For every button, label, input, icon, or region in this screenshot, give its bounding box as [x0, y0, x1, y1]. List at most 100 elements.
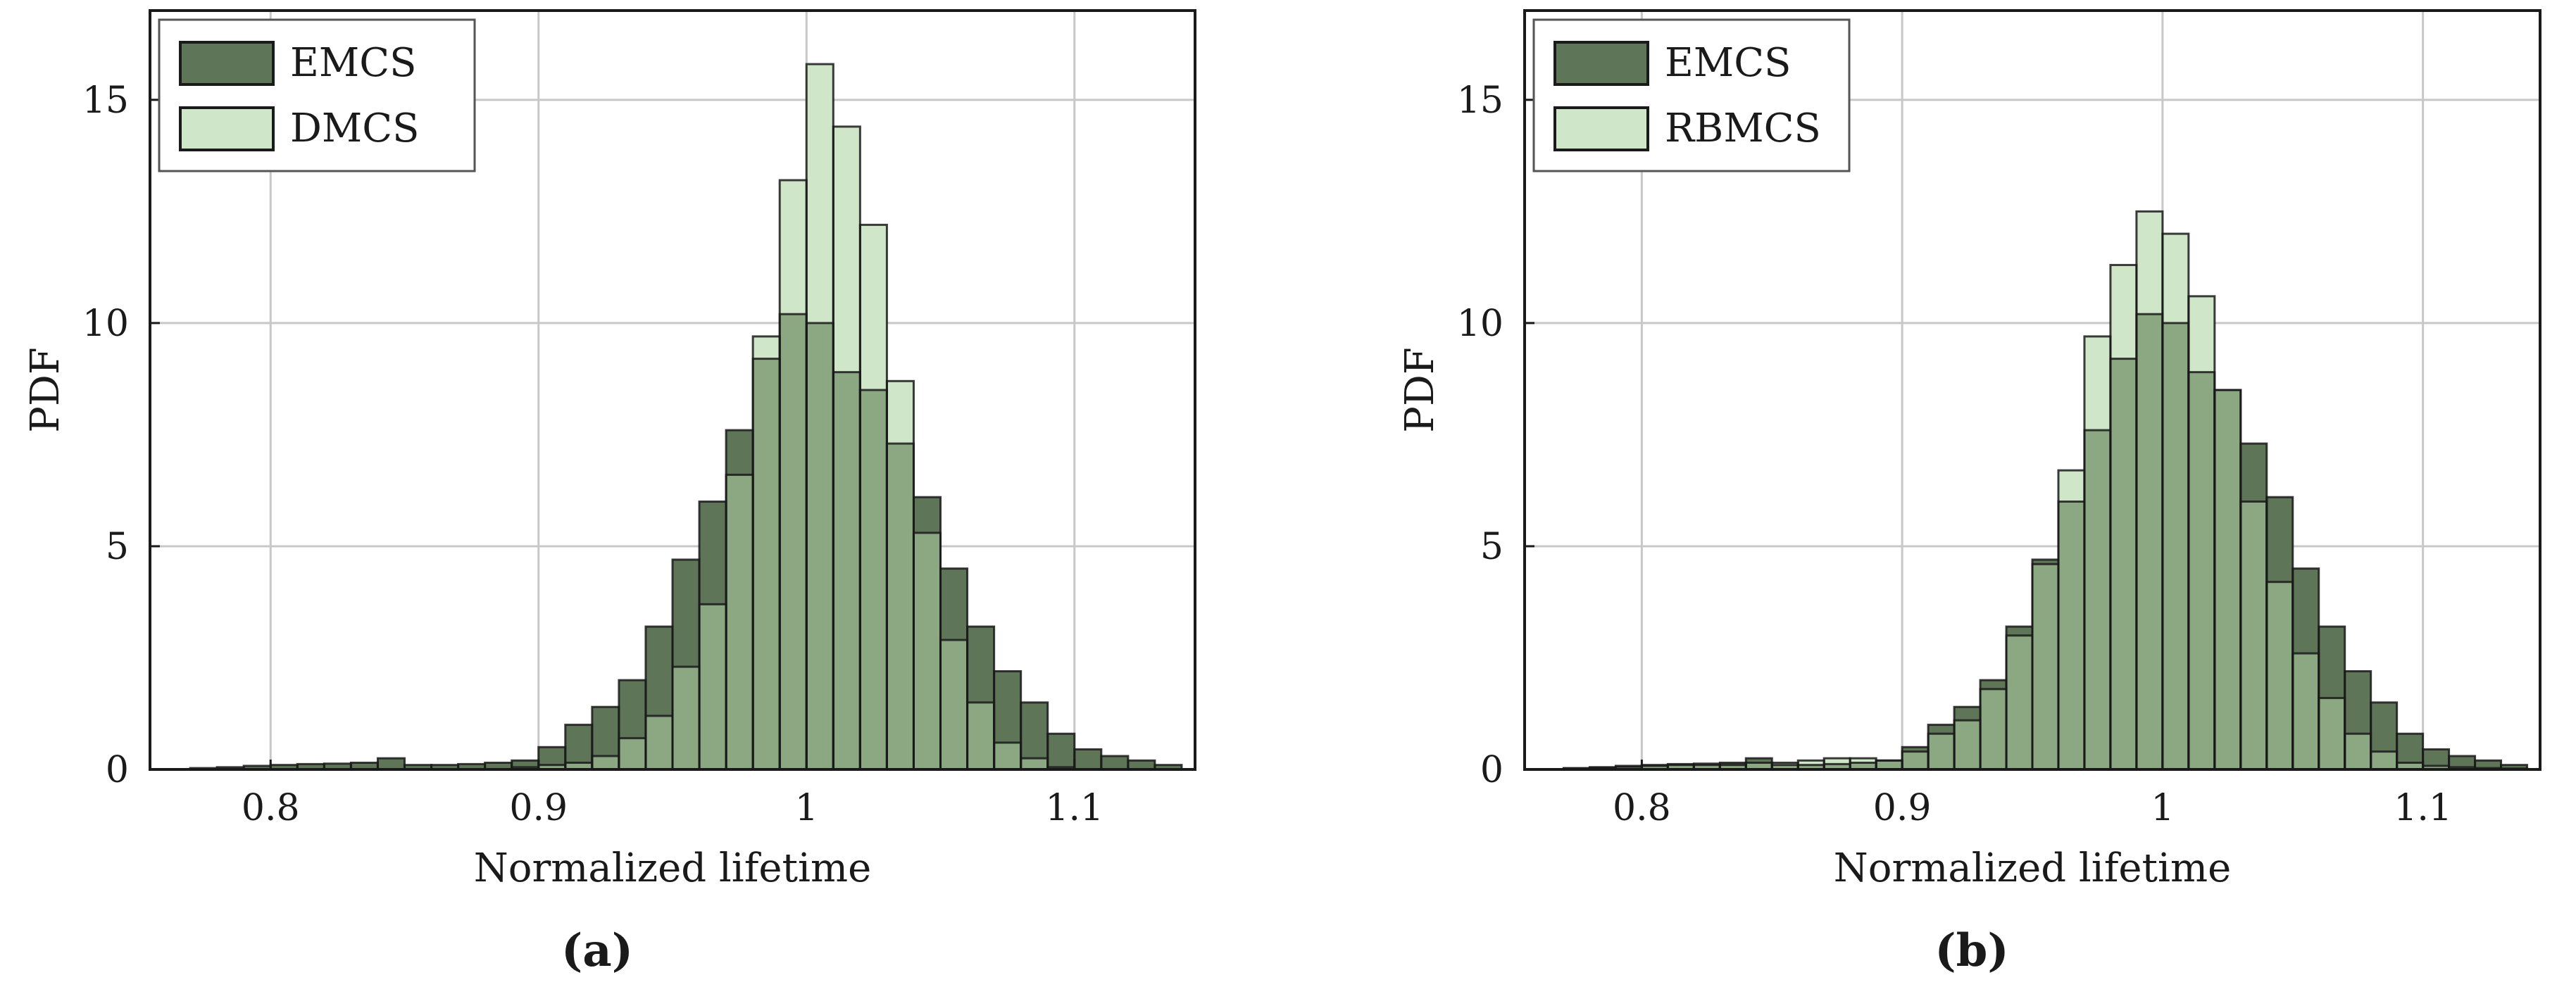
legend-label-emcs: EMCS	[290, 40, 416, 86]
legend-label-dmcs: DMCS	[290, 106, 419, 151]
bar-overlap	[780, 314, 807, 769]
bar-excess	[2501, 765, 2527, 769]
y-tick-label: 10	[82, 303, 129, 345]
bar-excess	[2370, 702, 2397, 752]
bar-overlap	[994, 742, 1021, 769]
bar-overlap	[2344, 734, 2371, 769]
bar-excess	[673, 559, 700, 667]
bar-overlap	[2396, 762, 2423, 769]
bar-excess	[2422, 749, 2449, 766]
bar-excess	[2084, 336, 2111, 431]
bar-excess	[351, 762, 378, 769]
x-tick-label: 1	[2151, 787, 2174, 829]
bar-overlap	[2136, 314, 2163, 769]
bar-overlap	[2188, 372, 2215, 769]
bar-overlap	[1694, 765, 1720, 769]
bar-overlap	[2084, 430, 2111, 769]
bar-excess	[2475, 760, 2501, 769]
bar-overlap	[618, 738, 646, 769]
bar-overlap	[806, 322, 834, 770]
bar-overlap	[1824, 764, 1851, 769]
bar-excess	[780, 180, 807, 315]
y-axis-label: PDF	[1397, 347, 1443, 432]
panel-label: (b)	[1934, 924, 2008, 977]
bar-excess	[511, 760, 539, 767]
legend-label-rbmcs: RBMCS	[1665, 106, 1821, 151]
bar-overlap	[2292, 653, 2319, 769]
bar-excess	[2006, 627, 2032, 636]
bar-excess	[833, 126, 861, 372]
legend-swatch-emcs	[1553, 41, 1649, 86]
bar-overlap	[887, 443, 914, 769]
bar-excess	[726, 430, 754, 475]
bar-excess	[699, 501, 727, 605]
bar-excess	[592, 707, 619, 756]
bar-excess	[1746, 758, 1772, 763]
bar-overlap	[967, 702, 994, 769]
bar-excess	[940, 568, 968, 641]
bar-overlap	[2240, 501, 2267, 769]
bar-overlap	[2422, 765, 2449, 769]
bar-excess	[2032, 559, 2058, 565]
bar-excess	[484, 762, 512, 769]
bar-excess	[2344, 671, 2371, 734]
bar-overlap	[1798, 765, 1825, 769]
legend: EMCS DMCS	[158, 18, 476, 172]
bar-excess	[2058, 470, 2084, 502]
bar-excess	[645, 627, 673, 716]
bar-excess	[1772, 762, 1799, 765]
bars	[1562, 210, 2529, 771]
y-tick-label: 0	[106, 749, 129, 791]
bar-overlap	[2006, 635, 2032, 769]
y-tick-label: 5	[1480, 526, 1503, 568]
bar-excess	[860, 225, 887, 390]
bar-overlap	[2110, 358, 2137, 769]
y-tick-label: 15	[82, 80, 129, 122]
bar-excess	[1154, 765, 1182, 769]
bar-overlap	[1980, 688, 2007, 769]
bar-excess	[244, 765, 271, 769]
bar-excess	[1928, 724, 1955, 734]
bar-excess	[2318, 627, 2345, 698]
bar-excess	[753, 336, 780, 359]
bar-excess	[2136, 211, 2163, 315]
bar-overlap	[1954, 720, 1981, 769]
x-tick-label: 1.1	[2394, 787, 2452, 829]
bar-overlap	[1928, 734, 1955, 769]
bar-overlap	[1850, 762, 1877, 769]
bar-excess	[2449, 755, 2475, 767]
bar-excess	[1824, 758, 1851, 765]
bar-excess	[1127, 760, 1155, 769]
bar-excess	[2396, 734, 2423, 763]
x-tick-label: 1.1	[1045, 787, 1103, 829]
legend-swatch-rbmcs	[1553, 106, 1649, 151]
bar-excess	[2188, 296, 2215, 372]
histogram-panel-b: 0.8 0.9 1 1.1 0 5 10 15 Normalized lifetime PDF EM…	[1397, 9, 2541, 977]
bar-excess	[1047, 734, 1075, 767]
bar-excess	[565, 724, 592, 763]
bar-excess	[887, 381, 914, 444]
bar-excess	[618, 680, 646, 738]
x-tick-label: 0.8	[1613, 787, 1671, 829]
bar-excess	[2240, 443, 2267, 502]
bar-overlap	[753, 358, 780, 769]
bar-excess	[2110, 265, 2137, 359]
bar-excess	[1101, 755, 1128, 769]
bar-excess	[1798, 760, 1825, 765]
y-tick-label: 0	[1480, 749, 1503, 791]
x-axis-label: Normalized lifetime	[474, 845, 871, 891]
x-tick-label: 1	[795, 787, 818, 829]
bar-excess	[1020, 702, 1048, 759]
bar-excess	[2266, 497, 2293, 582]
bar-excess	[967, 627, 994, 703]
bar-overlap	[2370, 751, 2397, 769]
bar-overlap	[592, 755, 619, 769]
legend-swatch-dmcs	[179, 106, 275, 151]
ticks: 0.8 0.9 1 1.1 0 5 10 15	[82, 80, 1103, 829]
bar-overlap	[2162, 322, 2189, 770]
bar-overlap	[913, 532, 941, 769]
bar-excess	[994, 671, 1021, 743]
bar-overlap	[940, 640, 968, 769]
bar-overlap	[2032, 564, 2058, 769]
